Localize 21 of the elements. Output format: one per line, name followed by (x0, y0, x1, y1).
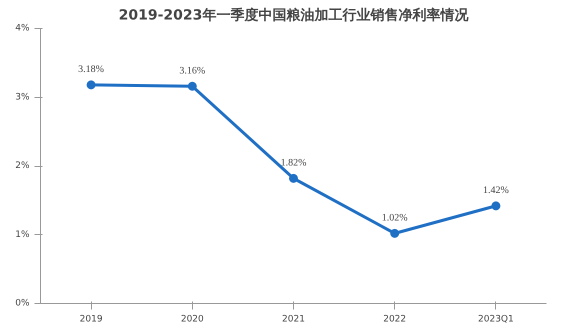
y-tick-label: 3% (15, 92, 30, 102)
x-tick-label: 2020 (180, 314, 204, 324)
x-tick-label: 2019 (80, 314, 103, 324)
data-label: 1.82% (280, 157, 306, 168)
point (289, 174, 298, 183)
point (390, 228, 400, 238)
x-tick-label: 2021 (282, 314, 305, 324)
data-label: 3.16% (179, 65, 206, 76)
y-tick-label: 2% (15, 161, 30, 171)
y-tick-label: 4% (15, 24, 30, 34)
x-tick-label: 2022 (383, 314, 406, 324)
chart-title: 2019-2023年一季度中国粮油加工行业销售净利率情况 (118, 6, 470, 24)
point (188, 82, 197, 91)
y-tick-label: 0% (15, 298, 30, 308)
data-label: 1.02% (382, 212, 408, 224)
data-label: 3.18% (78, 64, 104, 75)
x-tick-label: 2023Q1 (478, 314, 514, 324)
point (491, 201, 500, 210)
data-label: 1.42% (482, 184, 509, 196)
point (86, 80, 96, 90)
y-tick-label: 1% (15, 230, 30, 240)
